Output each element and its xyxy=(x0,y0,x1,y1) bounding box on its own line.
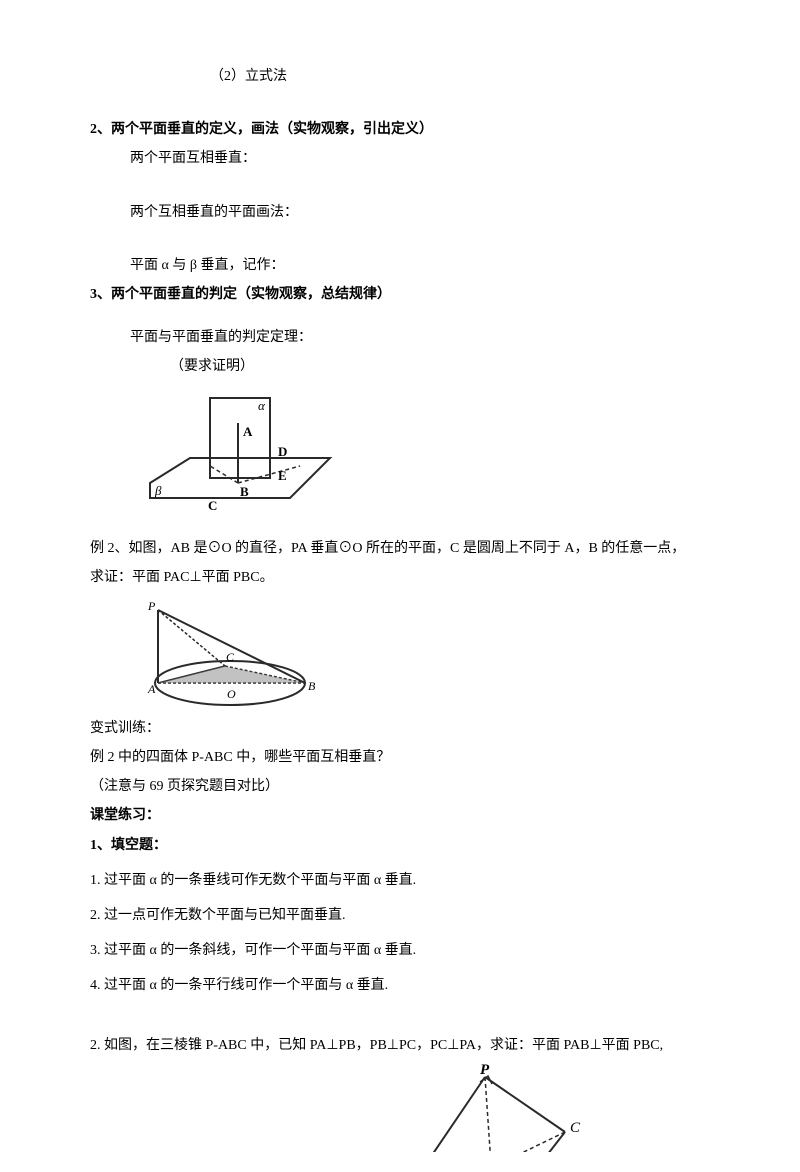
section-2-title: 2、两个平面垂直的定义，画法（实物观察，引出定义） xyxy=(90,117,710,142)
header-subitem: （2）立式法 xyxy=(90,64,710,89)
sec2-line1: 两个平面互相垂直： xyxy=(90,146,710,171)
variant-title: 变式训练： xyxy=(90,716,710,741)
label-A: A xyxy=(243,424,253,439)
label-B2: B xyxy=(308,679,316,693)
practice-title: 课堂练习： xyxy=(90,803,710,828)
diagram-perpendicular-planes: α A D E B C β xyxy=(130,388,710,528)
label-P3: P xyxy=(480,1062,490,1078)
prob2-text: 2. 如图，在三棱锥 P-ABC 中，已知 PA⊥PB，PB⊥PC，PC⊥PA，… xyxy=(90,1033,710,1058)
fill-q2: 2. 过一点可作无数个平面与已知平面垂直. xyxy=(90,903,710,928)
sec2-line2: 两个互相垂直的平面画法： xyxy=(90,200,710,225)
fill-q4: 4. 过平面 α 的一条平行线可作一个平面与 α 垂直. xyxy=(90,973,710,998)
sec3-line1: 平面与平面垂直的判定定理： xyxy=(90,325,710,350)
diagram-tetrahedron-partial: P C xyxy=(370,1062,710,1152)
label-C: C xyxy=(208,498,217,513)
label-B: B xyxy=(240,484,249,499)
fill-title: 1、填空题： xyxy=(90,833,710,858)
label-C3: C xyxy=(570,1120,581,1136)
example2-line2: 求证：平面 PAC⊥平面 PBC。 xyxy=(90,565,710,590)
label-D: D xyxy=(278,444,287,459)
page: （2）立式法 2、两个平面垂直的定义，画法（实物观察，引出定义） 两个平面互相垂… xyxy=(0,0,800,1172)
variant-line2: （注意与 69 页探究题目对比） xyxy=(90,774,710,799)
section-3-title: 3、两个平面垂直的判定（实物观察，总结规律） xyxy=(90,282,710,307)
label-C2: C xyxy=(226,650,235,664)
label-beta: β xyxy=(154,483,162,498)
label-E: E xyxy=(278,468,287,483)
label-O: O xyxy=(227,687,236,701)
label-A2: A xyxy=(147,682,156,696)
variant-line1: 例 2 中的四面体 P-ABC 中，哪些平面互相垂直？ xyxy=(90,745,710,770)
label-alpha: α xyxy=(258,398,266,413)
sec3-line2: （要求证明） xyxy=(90,354,710,379)
example2-line1: 例 2、如图，AB 是⊙O 的直径，PA 垂直⊙O 所在的平面，C 是圆周上不同… xyxy=(90,536,710,561)
sec2-line3: 平面 α 与 β 垂直，记作： xyxy=(90,253,710,278)
fill-q1: 1. 过平面 α 的一条垂线可作无数个平面与平面 α 垂直. xyxy=(90,868,710,893)
label-P: P xyxy=(147,599,156,613)
diagram-circle-pa: P C A O B xyxy=(130,598,710,708)
fill-q3: 3. 过平面 α 的一条斜线，可作一个平面与平面 α 垂直. xyxy=(90,938,710,963)
